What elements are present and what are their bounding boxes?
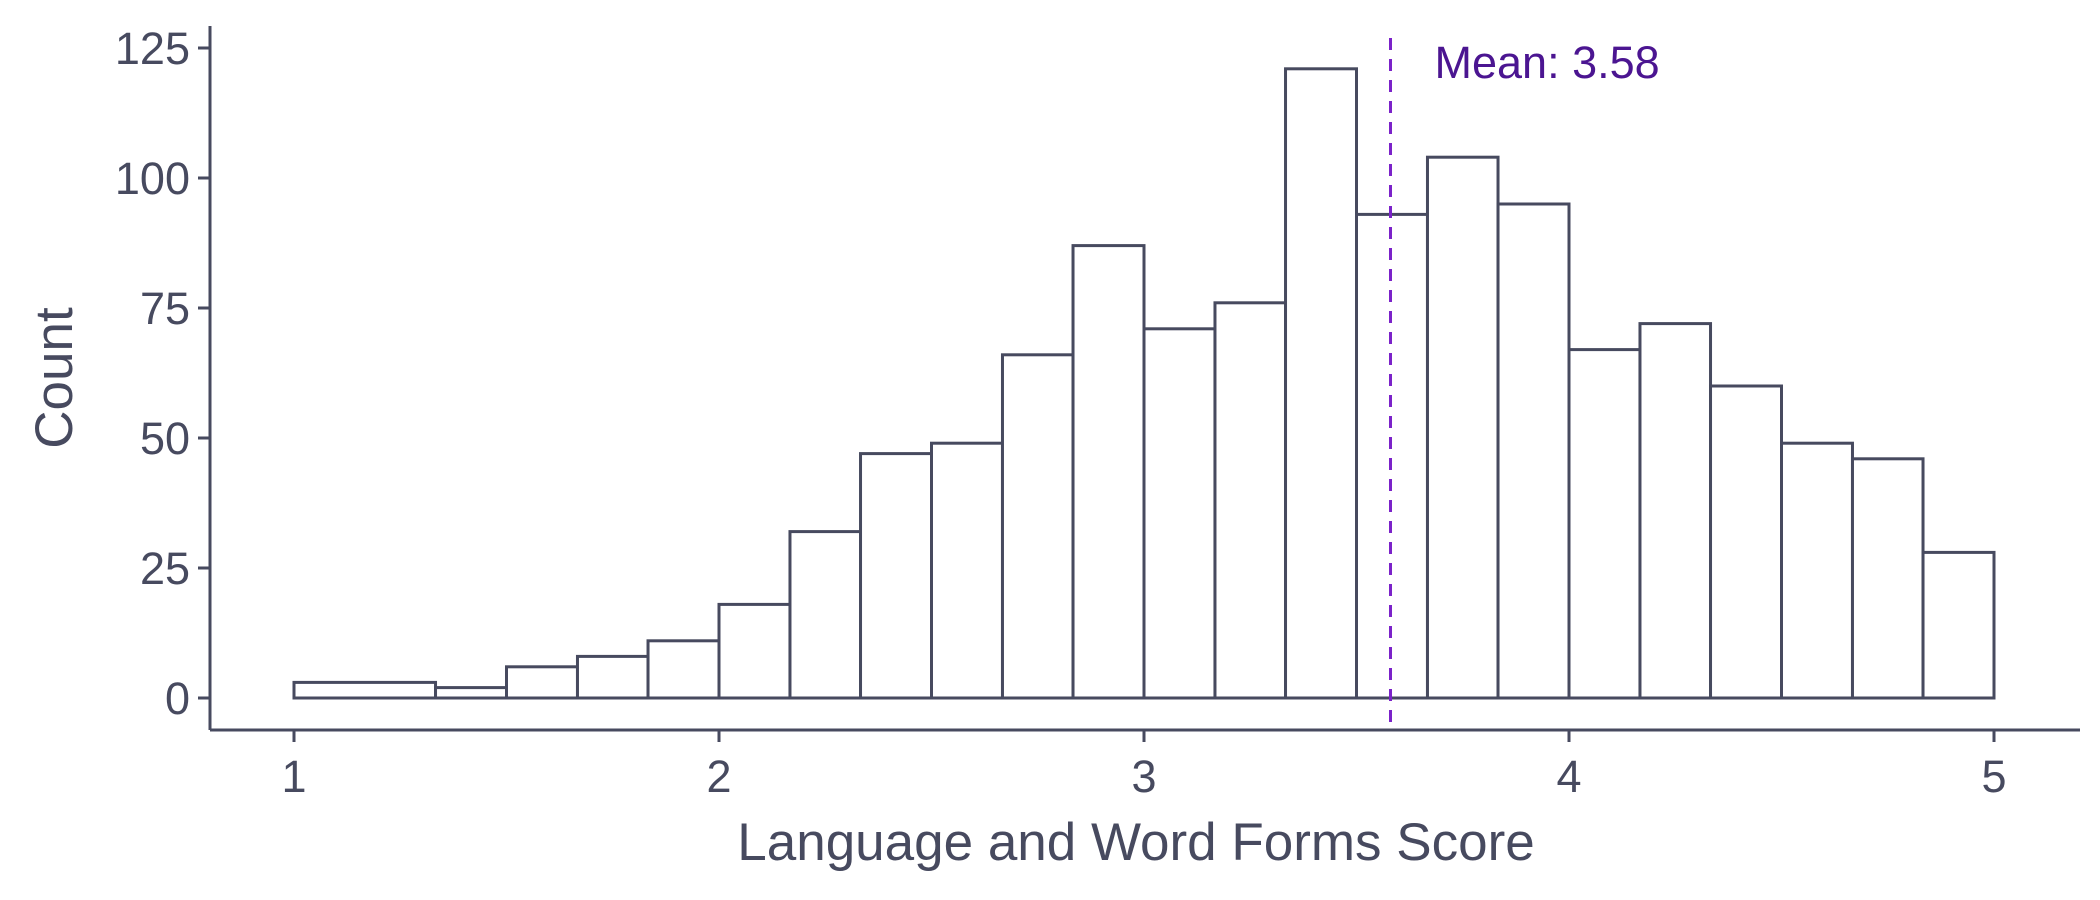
x-tick-label: 3 xyxy=(1131,751,1156,802)
histogram-bar xyxy=(1425,155,1500,700)
bars-layer xyxy=(292,67,1996,700)
histogram-bar xyxy=(788,530,863,700)
y-tick-label: 125 xyxy=(115,23,190,74)
y-tick-label: 25 xyxy=(140,543,190,594)
x-tick-label: 1 xyxy=(281,751,306,802)
y-tick-label: 75 xyxy=(140,283,190,334)
histogram-bar xyxy=(1850,457,1925,700)
histogram-bar xyxy=(1142,327,1217,700)
histogram-bar xyxy=(646,639,721,700)
histogram-bar xyxy=(1355,212,1429,700)
histogram-bar xyxy=(1709,384,1784,700)
histogram-bar xyxy=(434,686,508,700)
y-tick-label: 50 xyxy=(140,413,190,464)
histogram-bar xyxy=(930,441,1004,700)
y-tick-label: 0 xyxy=(165,673,190,724)
x-axis-title: Language and Word Forms Score xyxy=(737,813,1534,872)
histogram-bar xyxy=(575,654,650,700)
histogram-bar xyxy=(717,602,792,700)
x-tick-label: 2 xyxy=(706,751,731,802)
histogram-bar xyxy=(505,665,579,700)
histogram-bar xyxy=(1780,441,1854,700)
histogram-bar xyxy=(859,452,934,700)
histogram-bar xyxy=(1567,348,1642,700)
histogram-bar xyxy=(292,680,438,700)
mean-label: Mean: 3.58 xyxy=(1435,37,1660,88)
histogram-bar xyxy=(1213,301,1288,700)
histogram-bar xyxy=(1284,67,1359,700)
y-axis-title: Count xyxy=(25,307,84,449)
histogram-bar xyxy=(1921,550,1996,700)
x-tick-label: 4 xyxy=(1556,751,1581,802)
histogram-bar xyxy=(1638,322,1713,700)
x-tick-label: 5 xyxy=(1981,751,2006,802)
histogram-bar xyxy=(1000,353,1075,700)
histogram-bar xyxy=(1496,202,1571,700)
annotation-layer: Mean: 3.58 xyxy=(1389,37,1660,730)
y-tick-label: 100 xyxy=(115,153,190,204)
axes-layer: 0 25 50 75 100 125 1 2 3 4 5 xyxy=(115,23,2080,802)
histogram-bar xyxy=(1071,244,1146,700)
